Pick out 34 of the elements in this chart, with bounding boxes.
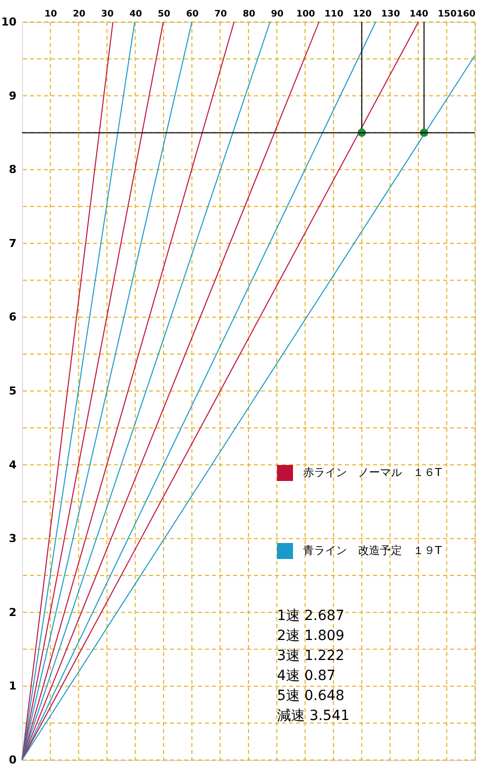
annotation: 減速 3.541 <box>277 708 350 724</box>
x-tick-label: 40 <box>129 10 142 20</box>
y-tick-label: 1 <box>8 680 16 693</box>
legend-label: 青ライン 改造予定 １９T <box>303 544 442 557</box>
y-tick-label: 9 <box>8 89 16 102</box>
y-tick-label: 0 <box>8 754 17 766</box>
x-tick-label: 50 <box>158 10 170 20</box>
x-tick-label: 80 <box>242 10 256 20</box>
y-tick-label: 8 <box>8 163 16 176</box>
legend-label: 赤ライン ノーマル １６T <box>303 466 442 479</box>
x-tick-label: 20 <box>72 10 86 20</box>
x-tick-label: 60 <box>186 10 199 20</box>
x-tick-label: 110 <box>324 10 344 20</box>
y-tick-label: 6 <box>8 310 17 324</box>
x-tick-label: 130 <box>381 10 400 20</box>
annotation: 1速 2.687 <box>277 608 344 624</box>
x-tick-label: 140 <box>409 10 428 20</box>
x-tick-label: 10 <box>44 10 58 20</box>
x-tick-label: 120 <box>352 10 372 20</box>
y-tick-label: 2 <box>8 606 16 619</box>
x-tick-label: 160 <box>456 10 476 20</box>
annotation: 3速 1.222 <box>277 648 344 664</box>
annotation: 5速 0.648 <box>277 688 344 704</box>
x-tick-label: 70 <box>214 10 227 20</box>
x-tick-label: 90 <box>271 10 284 20</box>
annotation: 2速 1.809 <box>277 628 344 644</box>
x-tick-label: 150 <box>438 10 457 20</box>
x-tick-label: 30 <box>101 10 114 20</box>
y-tick-label: 5 <box>8 384 16 398</box>
annotation: 4速 0.87 <box>277 668 336 684</box>
y-tick-label: 3 <box>8 532 16 546</box>
y-tick-label: 4 <box>8 458 17 472</box>
x-tick-label: 100 <box>296 10 316 20</box>
y-tick-label: 7 <box>8 236 16 250</box>
